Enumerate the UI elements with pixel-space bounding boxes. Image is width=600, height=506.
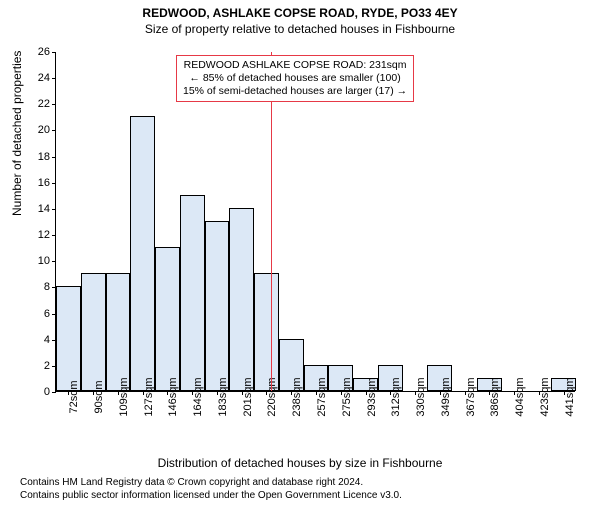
x-tick-label: 257sqm	[316, 377, 328, 416]
y-tick-label: 12	[38, 229, 50, 241]
x-tick-mark	[316, 391, 317, 395]
reference-line	[271, 52, 272, 391]
x-tick-mark	[167, 391, 168, 395]
x-tick-mark	[539, 391, 540, 395]
footer-line-1: Contains HM Land Registry data © Crown c…	[20, 477, 402, 490]
y-tick-label: 0	[44, 386, 50, 398]
histogram-bar	[155, 247, 180, 391]
y-tick-label: 24	[38, 72, 50, 84]
histogram-bar	[254, 273, 279, 391]
x-tick-label: 330sqm	[415, 377, 427, 416]
x-tick-label: 312sqm	[390, 377, 402, 416]
x-tick-mark	[291, 391, 292, 395]
histogram-bar	[106, 273, 131, 391]
x-tick-label: 404sqm	[514, 377, 526, 416]
y-tick-label: 18	[38, 151, 50, 163]
chart-title-sub: Size of property relative to detached ho…	[0, 22, 600, 36]
x-tick-label: 423sqm	[539, 377, 551, 416]
x-tick-mark	[242, 391, 243, 395]
y-tick-label: 6	[44, 308, 50, 320]
x-tick-mark	[366, 391, 367, 395]
x-tick-mark	[390, 391, 391, 395]
x-tick-mark	[93, 391, 94, 395]
x-tick-mark	[489, 391, 490, 395]
y-tick-mark	[52, 104, 56, 105]
y-tick-label: 22	[38, 98, 50, 110]
x-tick-label: 293sqm	[366, 377, 378, 416]
x-tick-label: 201sqm	[242, 377, 254, 416]
y-tick-mark	[52, 157, 56, 158]
x-tick-label: 146sqm	[167, 377, 179, 416]
y-tick-label: 4	[44, 334, 50, 346]
annotation-line: REDWOOD ASHLAKE COPSE ROAD: 231sqm	[183, 59, 407, 72]
y-tick-mark	[52, 52, 56, 53]
plot-region: 0246810121416182022242672sqm90sqm109sqm1…	[55, 52, 575, 392]
footer-attribution: Contains HM Land Registry data © Crown c…	[20, 477, 402, 502]
y-tick-label: 20	[38, 124, 50, 136]
x-tick-label: 90sqm	[93, 380, 105, 413]
y-tick-mark	[52, 130, 56, 131]
histogram-bar	[56, 286, 81, 391]
y-tick-label: 14	[38, 203, 50, 215]
annotation-line: ← 85% of detached houses are smaller (10…	[183, 72, 407, 85]
x-tick-mark	[564, 391, 565, 395]
x-tick-mark	[440, 391, 441, 395]
x-tick-label: 275sqm	[341, 377, 353, 416]
y-tick-mark	[52, 392, 56, 393]
x-tick-mark	[415, 391, 416, 395]
x-tick-mark	[68, 391, 69, 395]
x-tick-mark	[192, 391, 193, 395]
y-tick-mark	[52, 235, 56, 236]
y-tick-label: 10	[38, 255, 50, 267]
chart-title-main: REDWOOD, ASHLAKE COPSE ROAD, RYDE, PO33 …	[0, 6, 600, 20]
annotation-line: 15% of semi-detached houses are larger (…	[183, 85, 407, 98]
x-tick-label: 127sqm	[143, 377, 155, 416]
y-tick-mark	[52, 183, 56, 184]
y-tick-label: 2	[44, 360, 50, 372]
x-tick-label: 109sqm	[118, 377, 130, 416]
x-tick-label: 386sqm	[489, 377, 501, 416]
x-axis-label: Distribution of detached houses by size …	[0, 456, 600, 470]
chart-plot-area: 0246810121416182022242672sqm90sqm109sqm1…	[55, 52, 575, 392]
annotation-box: REDWOOD ASHLAKE COPSE ROAD: 231sqm← 85% …	[176, 55, 414, 102]
y-tick-label: 16	[38, 177, 50, 189]
y-tick-mark	[52, 261, 56, 262]
y-tick-mark	[52, 209, 56, 210]
y-axis-label: Number of detached properties	[10, 51, 24, 216]
footer-line-2: Contains public sector information licen…	[20, 490, 402, 503]
x-tick-label: 164sqm	[192, 377, 204, 416]
x-tick-label: 183sqm	[217, 377, 229, 416]
histogram-bar	[229, 208, 254, 391]
x-tick-label: 441sqm	[564, 377, 576, 416]
x-tick-label: 220sqm	[266, 377, 278, 416]
x-tick-label: 367sqm	[465, 377, 477, 416]
x-tick-mark	[514, 391, 515, 395]
x-tick-label: 238sqm	[291, 377, 303, 416]
x-tick-mark	[217, 391, 218, 395]
y-tick-label: 8	[44, 281, 50, 293]
histogram-bar	[81, 273, 106, 391]
histogram-bar	[180, 195, 205, 391]
y-tick-mark	[52, 78, 56, 79]
x-tick-mark	[266, 391, 267, 395]
x-tick-mark	[465, 391, 466, 395]
y-tick-label: 26	[38, 46, 50, 58]
x-tick-mark	[143, 391, 144, 395]
x-tick-mark	[118, 391, 119, 395]
x-tick-label: 72sqm	[68, 380, 80, 413]
x-tick-label: 349sqm	[440, 377, 452, 416]
histogram-bar	[205, 221, 230, 391]
histogram-bar	[130, 116, 155, 391]
x-tick-mark	[341, 391, 342, 395]
